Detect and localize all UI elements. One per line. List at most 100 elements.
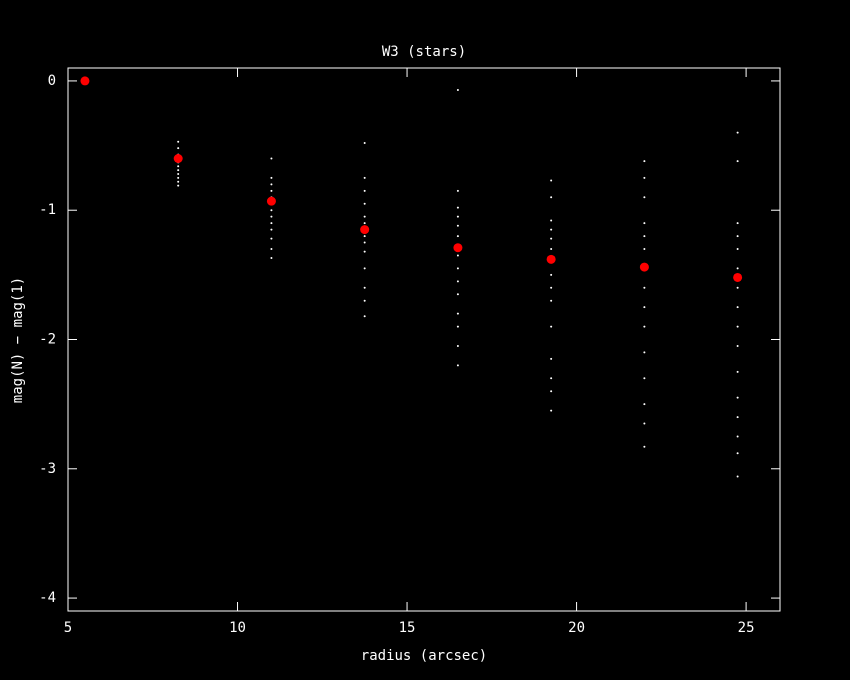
point — [550, 409, 553, 412]
y-tick-label: -4 — [39, 590, 56, 606]
point — [550, 248, 553, 250]
point — [270, 248, 273, 250]
point — [456, 280, 459, 283]
point — [643, 377, 646, 380]
point — [456, 215, 459, 218]
point — [363, 176, 366, 179]
point — [736, 248, 739, 250]
point — [363, 235, 366, 238]
point — [456, 88, 459, 91]
point — [270, 257, 273, 260]
point — [177, 173, 180, 176]
x-tick-label: 5 — [64, 620, 72, 636]
point — [363, 241, 366, 244]
point — [643, 445, 646, 448]
point — [736, 131, 739, 134]
point — [363, 250, 366, 253]
point — [456, 267, 459, 270]
point — [363, 141, 366, 144]
point — [177, 140, 180, 143]
point — [270, 189, 273, 192]
point — [177, 176, 180, 179]
point — [550, 286, 553, 289]
point — [550, 325, 553, 328]
point — [550, 196, 553, 199]
point — [270, 209, 273, 212]
point — [733, 272, 743, 282]
point — [456, 235, 459, 238]
point — [456, 312, 459, 315]
y-tick-label: 0 — [48, 73, 56, 89]
point — [270, 157, 273, 160]
point — [643, 403, 646, 406]
point — [363, 315, 366, 318]
point — [550, 273, 553, 276]
point — [736, 452, 739, 455]
point — [270, 228, 273, 231]
point — [550, 237, 553, 240]
point — [456, 364, 459, 367]
point — [736, 235, 739, 238]
point — [643, 325, 646, 328]
point — [550, 219, 553, 222]
point — [177, 180, 180, 183]
point — [363, 222, 366, 225]
point — [456, 189, 459, 192]
point — [643, 160, 646, 163]
point — [456, 254, 459, 257]
point — [456, 344, 459, 347]
point — [643, 176, 646, 179]
point — [643, 248, 646, 250]
point — [177, 147, 180, 150]
point — [736, 396, 739, 399]
point — [546, 254, 556, 264]
point — [736, 306, 739, 309]
point — [363, 202, 366, 205]
point — [736, 267, 739, 270]
point — [639, 262, 649, 272]
point — [736, 416, 739, 419]
x-tick-label: 20 — [568, 620, 585, 636]
point — [266, 196, 276, 206]
point — [550, 357, 553, 360]
x-axis-label: radius (arcsec) — [361, 648, 487, 664]
point — [363, 267, 366, 270]
point — [456, 206, 459, 209]
x-tick-label: 10 — [229, 620, 246, 636]
point — [456, 224, 459, 227]
y-axis-label: mag(N) − mag(1) — [10, 277, 26, 403]
point — [363, 286, 366, 289]
point — [270, 215, 273, 218]
x-tick-label: 25 — [738, 620, 755, 636]
point — [360, 225, 370, 235]
point — [736, 325, 739, 328]
point — [550, 390, 553, 393]
point — [550, 179, 553, 182]
x-tick-label: 15 — [399, 620, 416, 636]
point — [736, 475, 739, 478]
point — [80, 76, 90, 86]
point — [363, 215, 366, 218]
point — [643, 351, 646, 354]
point — [643, 196, 646, 199]
point — [736, 370, 739, 373]
point — [456, 293, 459, 296]
y-tick-label: -2 — [39, 332, 56, 348]
point — [550, 228, 553, 231]
chart-title: W3 (stars) — [382, 44, 466, 60]
point — [363, 299, 366, 302]
point — [173, 154, 183, 163]
point — [453, 243, 463, 253]
point — [363, 189, 366, 192]
point — [456, 325, 459, 328]
point — [550, 299, 553, 302]
point — [270, 183, 273, 186]
point — [643, 222, 646, 225]
point — [177, 184, 180, 187]
point — [736, 160, 739, 163]
point — [643, 306, 646, 309]
y-tick-label: -1 — [39, 202, 56, 218]
point — [177, 165, 180, 168]
